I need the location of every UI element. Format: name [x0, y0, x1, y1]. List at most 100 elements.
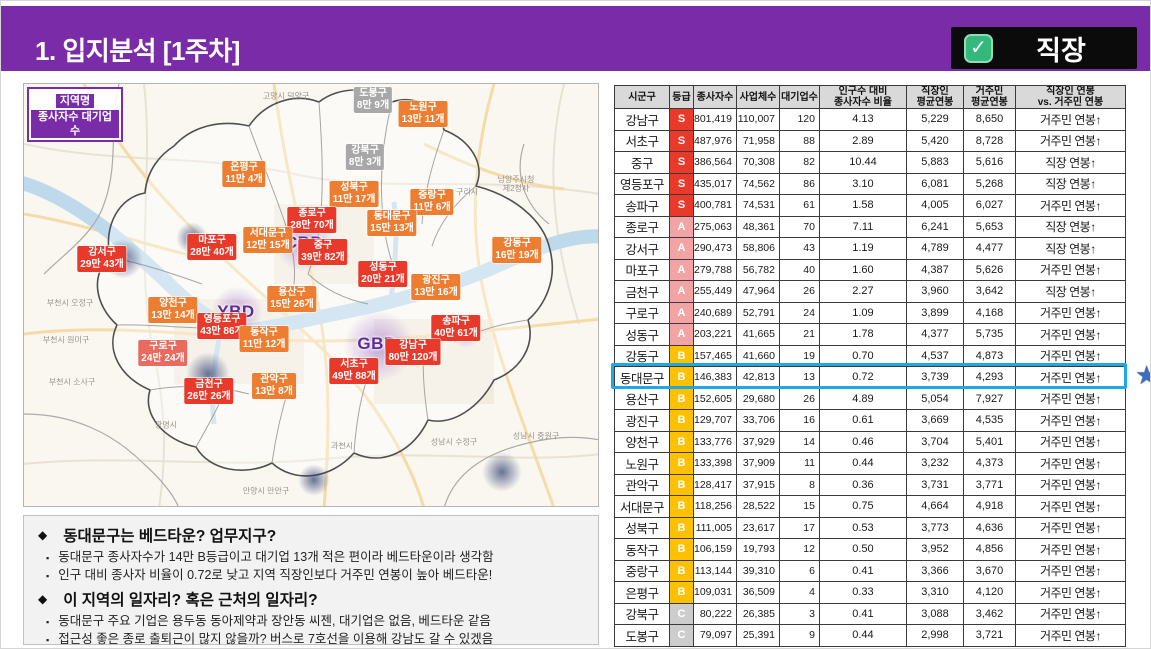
- businesses-cell: 26,385: [735, 602, 780, 625]
- large-companies-cell: 13: [778, 366, 820, 389]
- worker-salary-cell: 6,241: [905, 215, 964, 238]
- note-heading-text: 동대문구는 베드타운? 업무지구?: [63, 528, 277, 545]
- worker-ratio-cell: 0.75: [818, 495, 907, 518]
- note-heading: ◆ 이 지역의 일자리? 혹은 근처의 일자리?: [32, 588, 588, 610]
- resident-salary-cell: 4,918: [962, 495, 1016, 518]
- large-companies-cell: 40: [778, 258, 820, 281]
- salary-comparison-cell: 거주민 연봉↑: [1014, 430, 1126, 453]
- district-cell: 성북구: [614, 516, 670, 539]
- large-companies-cell: 3: [778, 602, 820, 625]
- table-row: 동작구 B 106,159 19,793 12 0.50 3,952 4,856 거주민 연봉↑: [614, 538, 1126, 561]
- column-header: 직장인 평균연봉: [905, 85, 964, 109]
- grade-badge: A: [669, 258, 694, 281]
- grade-badge: B: [669, 581, 694, 604]
- worker-salary-cell: 4,377: [905, 323, 964, 346]
- salary-comparison-cell: 직장 연봉↑: [1014, 172, 1126, 195]
- map-city-label: 성남시 중원구: [512, 431, 560, 441]
- workers-cell: 386,564: [693, 151, 737, 174]
- grade-badge: S: [669, 129, 694, 152]
- district-tag-name: 은평구: [230, 162, 258, 173]
- notes-panel: ◆ 동대문구는 베드타운? 업무지구? ▪ 동대문구 종사자수가 14만 B등급이고 …: [23, 515, 599, 646]
- district-tag-name: 강남구: [399, 340, 427, 351]
- worker-ratio-cell: 1.60: [818, 258, 907, 281]
- worker-salary-cell: 3,704: [905, 430, 964, 453]
- district-cell: 관악구: [614, 473, 670, 496]
- district-tag: 강북구 8만 3개: [345, 144, 385, 170]
- worker-ratio-cell: 0.61: [818, 409, 907, 432]
- district-cell: 강남구: [614, 108, 670, 131]
- salary-comparison-cell: 직장 연봉↑: [1014, 215, 1126, 238]
- column-header: 시군구: [614, 85, 670, 109]
- businesses-cell: 52,791: [735, 301, 780, 324]
- map-city-label: 부천시 소사구: [48, 377, 96, 387]
- district-tag: 동대문구 15만 13개: [367, 210, 417, 236]
- resident-salary-cell: 4,856: [962, 538, 1016, 561]
- worker-salary-cell: 5,883: [905, 151, 964, 174]
- large-companies-cell: 19: [778, 344, 820, 367]
- note-bullet-text: 동대문구 종사자수가 14만 B등급이고 대기업 13개 적은 편이라 베드타운…: [58, 550, 494, 564]
- district-tag-name: 금천구: [195, 379, 223, 390]
- topic-badge: ✓ 직장: [951, 27, 1137, 69]
- resident-salary-cell: 8,650: [962, 108, 1016, 131]
- worker-salary-cell: 6,081: [905, 172, 964, 195]
- workers-cell: 279,788: [693, 258, 737, 281]
- district-tag-name: 영등포구: [203, 314, 241, 325]
- workers-cell: 240,689: [693, 301, 737, 324]
- table-row: 강북구 C 80,222 26,385 3 0.41 3,088 3,462 거주민 연봉↑: [614, 602, 1126, 625]
- large-companies-cell: 6: [778, 559, 820, 582]
- square-bullet-icon: ▪: [46, 553, 50, 563]
- district-tag-name: 강동구: [503, 238, 531, 249]
- table-row: 금천구 A 255,449 47,964 26 2.27 3,960 3,642 직장 연봉↑: [614, 280, 1126, 303]
- worker-salary-cell: 4,005: [905, 194, 964, 217]
- table-row: 도봉구 C 79,097 25,391 9 0.44 2,998 3,721 거주민 연봉↑: [614, 624, 1126, 647]
- table-row: 노원구 B 133,398 37,909 11 0.44 3,232 4,373 거주민 연봉↑: [614, 452, 1126, 475]
- businesses-cell: 37,915: [735, 473, 780, 496]
- salary-comparison-cell: 거주민 연봉↑: [1014, 366, 1126, 389]
- worker-ratio-cell: 0.36: [818, 473, 907, 496]
- businesses-cell: 28,522: [735, 495, 780, 518]
- district-tag: 용산구 15만 26개: [267, 286, 317, 312]
- table-row: 성북구 B 111,005 23,617 17 0.53 3,773 4,636 거주민 연봉↑: [614, 516, 1126, 539]
- district-cell: 동대문구: [614, 366, 670, 389]
- large-companies-cell: 88: [778, 129, 820, 152]
- district-tag: 관악구 13만 8개: [252, 373, 296, 399]
- businesses-cell: 71,958: [735, 129, 780, 152]
- table-row: 서대문구 B 118,256 28,522 15 0.75 4,664 4,918 거주민 연봉…: [614, 495, 1126, 518]
- grade-badge: S: [669, 151, 694, 174]
- workers-cell: 111,005: [693, 516, 737, 539]
- workers-cell: 113,144: [693, 559, 737, 582]
- map-legend: 지역명 종사자수 대기업수: [27, 87, 123, 142]
- large-companies-cell: 120: [778, 108, 820, 131]
- district-cell: 금천구: [614, 280, 670, 303]
- worker-salary-cell: 4,789: [905, 237, 964, 260]
- workers-cell: 109,031: [693, 581, 737, 604]
- worker-salary-cell: 3,366: [905, 559, 964, 582]
- businesses-cell: 74,562: [735, 172, 780, 195]
- large-companies-cell: 4: [778, 581, 820, 604]
- workers-cell: 255,449: [693, 280, 737, 303]
- district-cell: 강북구: [614, 602, 670, 625]
- map-city-label: 구리시: [455, 187, 479, 197]
- square-bullet-icon: ▪: [46, 635, 50, 645]
- worker-ratio-cell: 7.11: [818, 215, 907, 238]
- district-tag: 노원구 13만 11개: [398, 101, 448, 127]
- worker-salary-cell: 3,232: [905, 452, 964, 475]
- district-tag-name: 강서구: [88, 247, 116, 258]
- workers-cell: 435,017: [693, 172, 737, 195]
- diamond-marker-icon: ◆: [38, 592, 48, 606]
- map-legend-line2: 종사자수 대기업수: [31, 110, 119, 138]
- workers-cell: 146,383: [693, 366, 737, 389]
- worker-salary-cell: 3,899: [905, 301, 964, 324]
- resident-salary-cell: 3,642: [962, 280, 1016, 303]
- resident-salary-cell: 4,168: [962, 301, 1016, 324]
- district-tag: 송파구 40만 61개: [431, 315, 481, 341]
- worker-ratio-cell: 2.27: [818, 280, 907, 303]
- page-title: 1. 입지분석 [1주차]: [35, 36, 240, 66]
- businesses-cell: 37,909: [735, 452, 780, 475]
- businesses-cell: 25,391: [735, 624, 780, 647]
- grade-badge: B: [669, 409, 694, 432]
- column-header: 거주민 평균연봉: [962, 85, 1016, 109]
- table-row: 중랑구 B 113,144 39,310 6 0.41 3,366 3,670 거주민 연봉↑: [614, 559, 1126, 582]
- district-tag-stats: 13만 14개: [151, 310, 195, 321]
- table-row: 영등포구 S 435,017 74,562 86 3.10 6,081 5,268 직장 연봉↑: [614, 172, 1126, 195]
